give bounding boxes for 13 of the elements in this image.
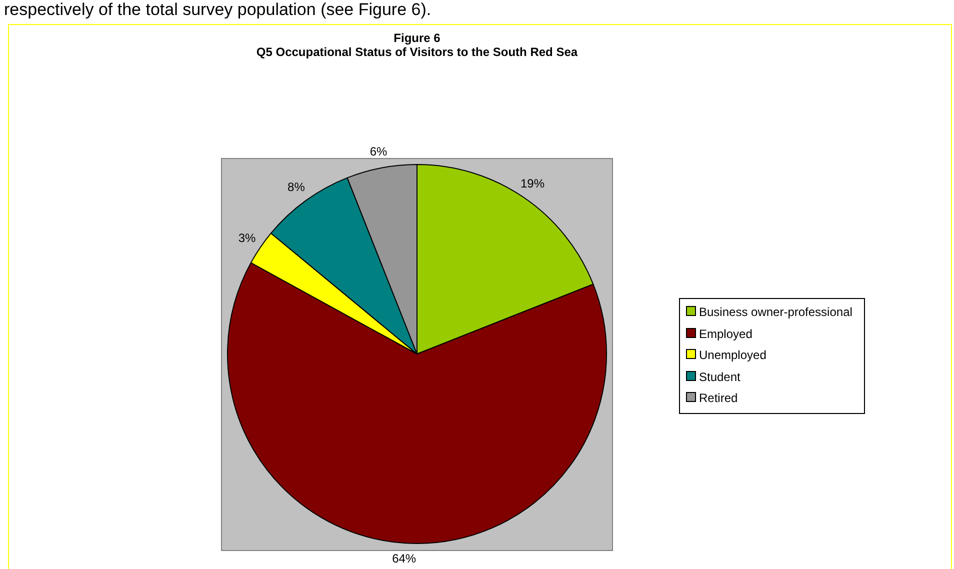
data-label: 8% bbox=[288, 180, 306, 194]
chart-subtitle: Q5 Occupational Status of Visitors to the South Red Sea bbox=[255, 45, 579, 59]
chart-title: Figure 6 bbox=[392, 31, 442, 45]
legend-label: Business owner-professional bbox=[698, 304, 852, 321]
legend-label: Unemployed bbox=[698, 347, 768, 364]
legend-label: Student bbox=[698, 368, 742, 386]
data-label: 64% bbox=[392, 551, 416, 566]
text: respectively of the total survey population (see Figure 6). bbox=[4, 0, 432, 20]
data-label: 3% bbox=[238, 230, 256, 245]
data-label: 19% bbox=[520, 176, 545, 190]
legend-label: Employed bbox=[698, 326, 754, 342]
data-label: 6% bbox=[370, 144, 388, 158]
legend-label: Retired bbox=[698, 390, 739, 407]
